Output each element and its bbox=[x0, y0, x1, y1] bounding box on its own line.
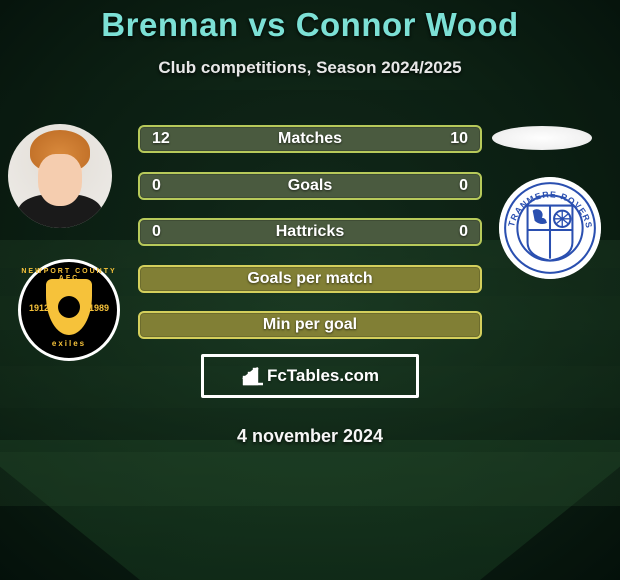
stat-right-value: 10 bbox=[450, 130, 468, 148]
stat-label: Hattricks bbox=[276, 223, 344, 241]
stats-column: 12 Matches 10 0 Goals 0 0 Hattricks 0 Go… bbox=[138, 125, 482, 358]
stat-bar-goals-per-match: Goals per match bbox=[138, 265, 482, 293]
stat-left-value: 0 bbox=[152, 223, 161, 241]
stat-label: Goals per match bbox=[247, 270, 372, 288]
stat-bar-matches: 12 Matches 10 bbox=[138, 125, 482, 153]
stat-label: Goals bbox=[288, 177, 332, 195]
stat-right-value: 0 bbox=[459, 223, 468, 241]
stat-bar-min-per-goal: Min per goal bbox=[138, 311, 482, 339]
player-avatar-left bbox=[8, 124, 112, 228]
player-avatar-right bbox=[492, 126, 592, 150]
club-badge-left: NEWPORT COUNTY AFC 1912 1989 exiles bbox=[18, 259, 120, 361]
stat-left-value: 12 bbox=[152, 130, 170, 148]
stat-left-value: 0 bbox=[152, 177, 161, 195]
watermark-text: FcTables.com bbox=[267, 366, 379, 386]
comparison-title: Brennan vs Connor Wood bbox=[0, 0, 620, 44]
club-badge-left-year-a: 1912 bbox=[29, 303, 49, 313]
watermark-box: FcTables.com bbox=[201, 354, 419, 398]
stat-right-value: 0 bbox=[459, 177, 468, 195]
stat-bar-hattricks: 0 Hattricks 0 bbox=[138, 218, 482, 246]
club-badge-left-year-b: 1989 bbox=[89, 303, 109, 313]
club-badge-left-bottom-text: exiles bbox=[21, 339, 117, 348]
watermark-text-b: Tables bbox=[287, 366, 340, 385]
stat-bar-goals: 0 Goals 0 bbox=[138, 172, 482, 200]
stat-label: Min per goal bbox=[263, 316, 357, 334]
watermark-text-c: .com bbox=[339, 366, 379, 385]
watermark-text-a: Fc bbox=[267, 366, 287, 385]
snapshot-date: 4 november 2024 bbox=[0, 426, 620, 447]
stat-label: Matches bbox=[278, 130, 342, 148]
comparison-subtitle: Club competitions, Season 2024/2025 bbox=[0, 58, 620, 78]
club-badge-right: TRANMERE ROVERS bbox=[499, 177, 601, 279]
bar-chart-icon bbox=[241, 366, 263, 386]
